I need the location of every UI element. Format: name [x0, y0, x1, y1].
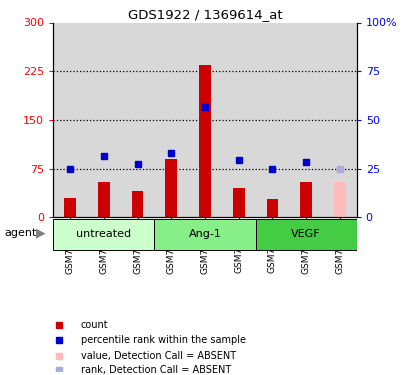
Bar [120, 22, 154, 218]
Text: value, Detection Call = ABSENT: value, Detection Call = ABSENT [81, 351, 235, 360]
Bar [98, 182, 110, 218]
Bar [333, 182, 345, 218]
Text: VEGF: VEGF [291, 229, 320, 239]
Bar [289, 22, 322, 218]
Bar [255, 219, 356, 250]
Text: count: count [81, 320, 108, 330]
Bar [53, 219, 154, 250]
Bar [53, 22, 87, 218]
Text: percentile rank within the sample: percentile rank within the sample [81, 335, 245, 345]
Bar [154, 22, 188, 218]
Bar [87, 22, 120, 218]
Bar [131, 192, 143, 217]
Bar [322, 22, 356, 218]
Bar [199, 65, 210, 218]
Bar [154, 219, 255, 250]
Text: agent: agent [4, 228, 36, 238]
Bar [266, 199, 278, 217]
Bar [255, 22, 289, 218]
Bar [64, 198, 76, 217]
Bar [165, 159, 177, 218]
Text: untreated: untreated [76, 229, 131, 239]
Title: GDS1922 / 1369614_at: GDS1922 / 1369614_at [127, 8, 282, 21]
Bar [299, 182, 311, 218]
Text: Ang-1: Ang-1 [188, 229, 221, 239]
Bar [232, 188, 244, 218]
Bar [221, 22, 255, 218]
Text: ▶: ▶ [36, 226, 46, 239]
Text: rank, Detection Call = ABSENT: rank, Detection Call = ABSENT [81, 365, 230, 375]
Bar [188, 22, 221, 218]
